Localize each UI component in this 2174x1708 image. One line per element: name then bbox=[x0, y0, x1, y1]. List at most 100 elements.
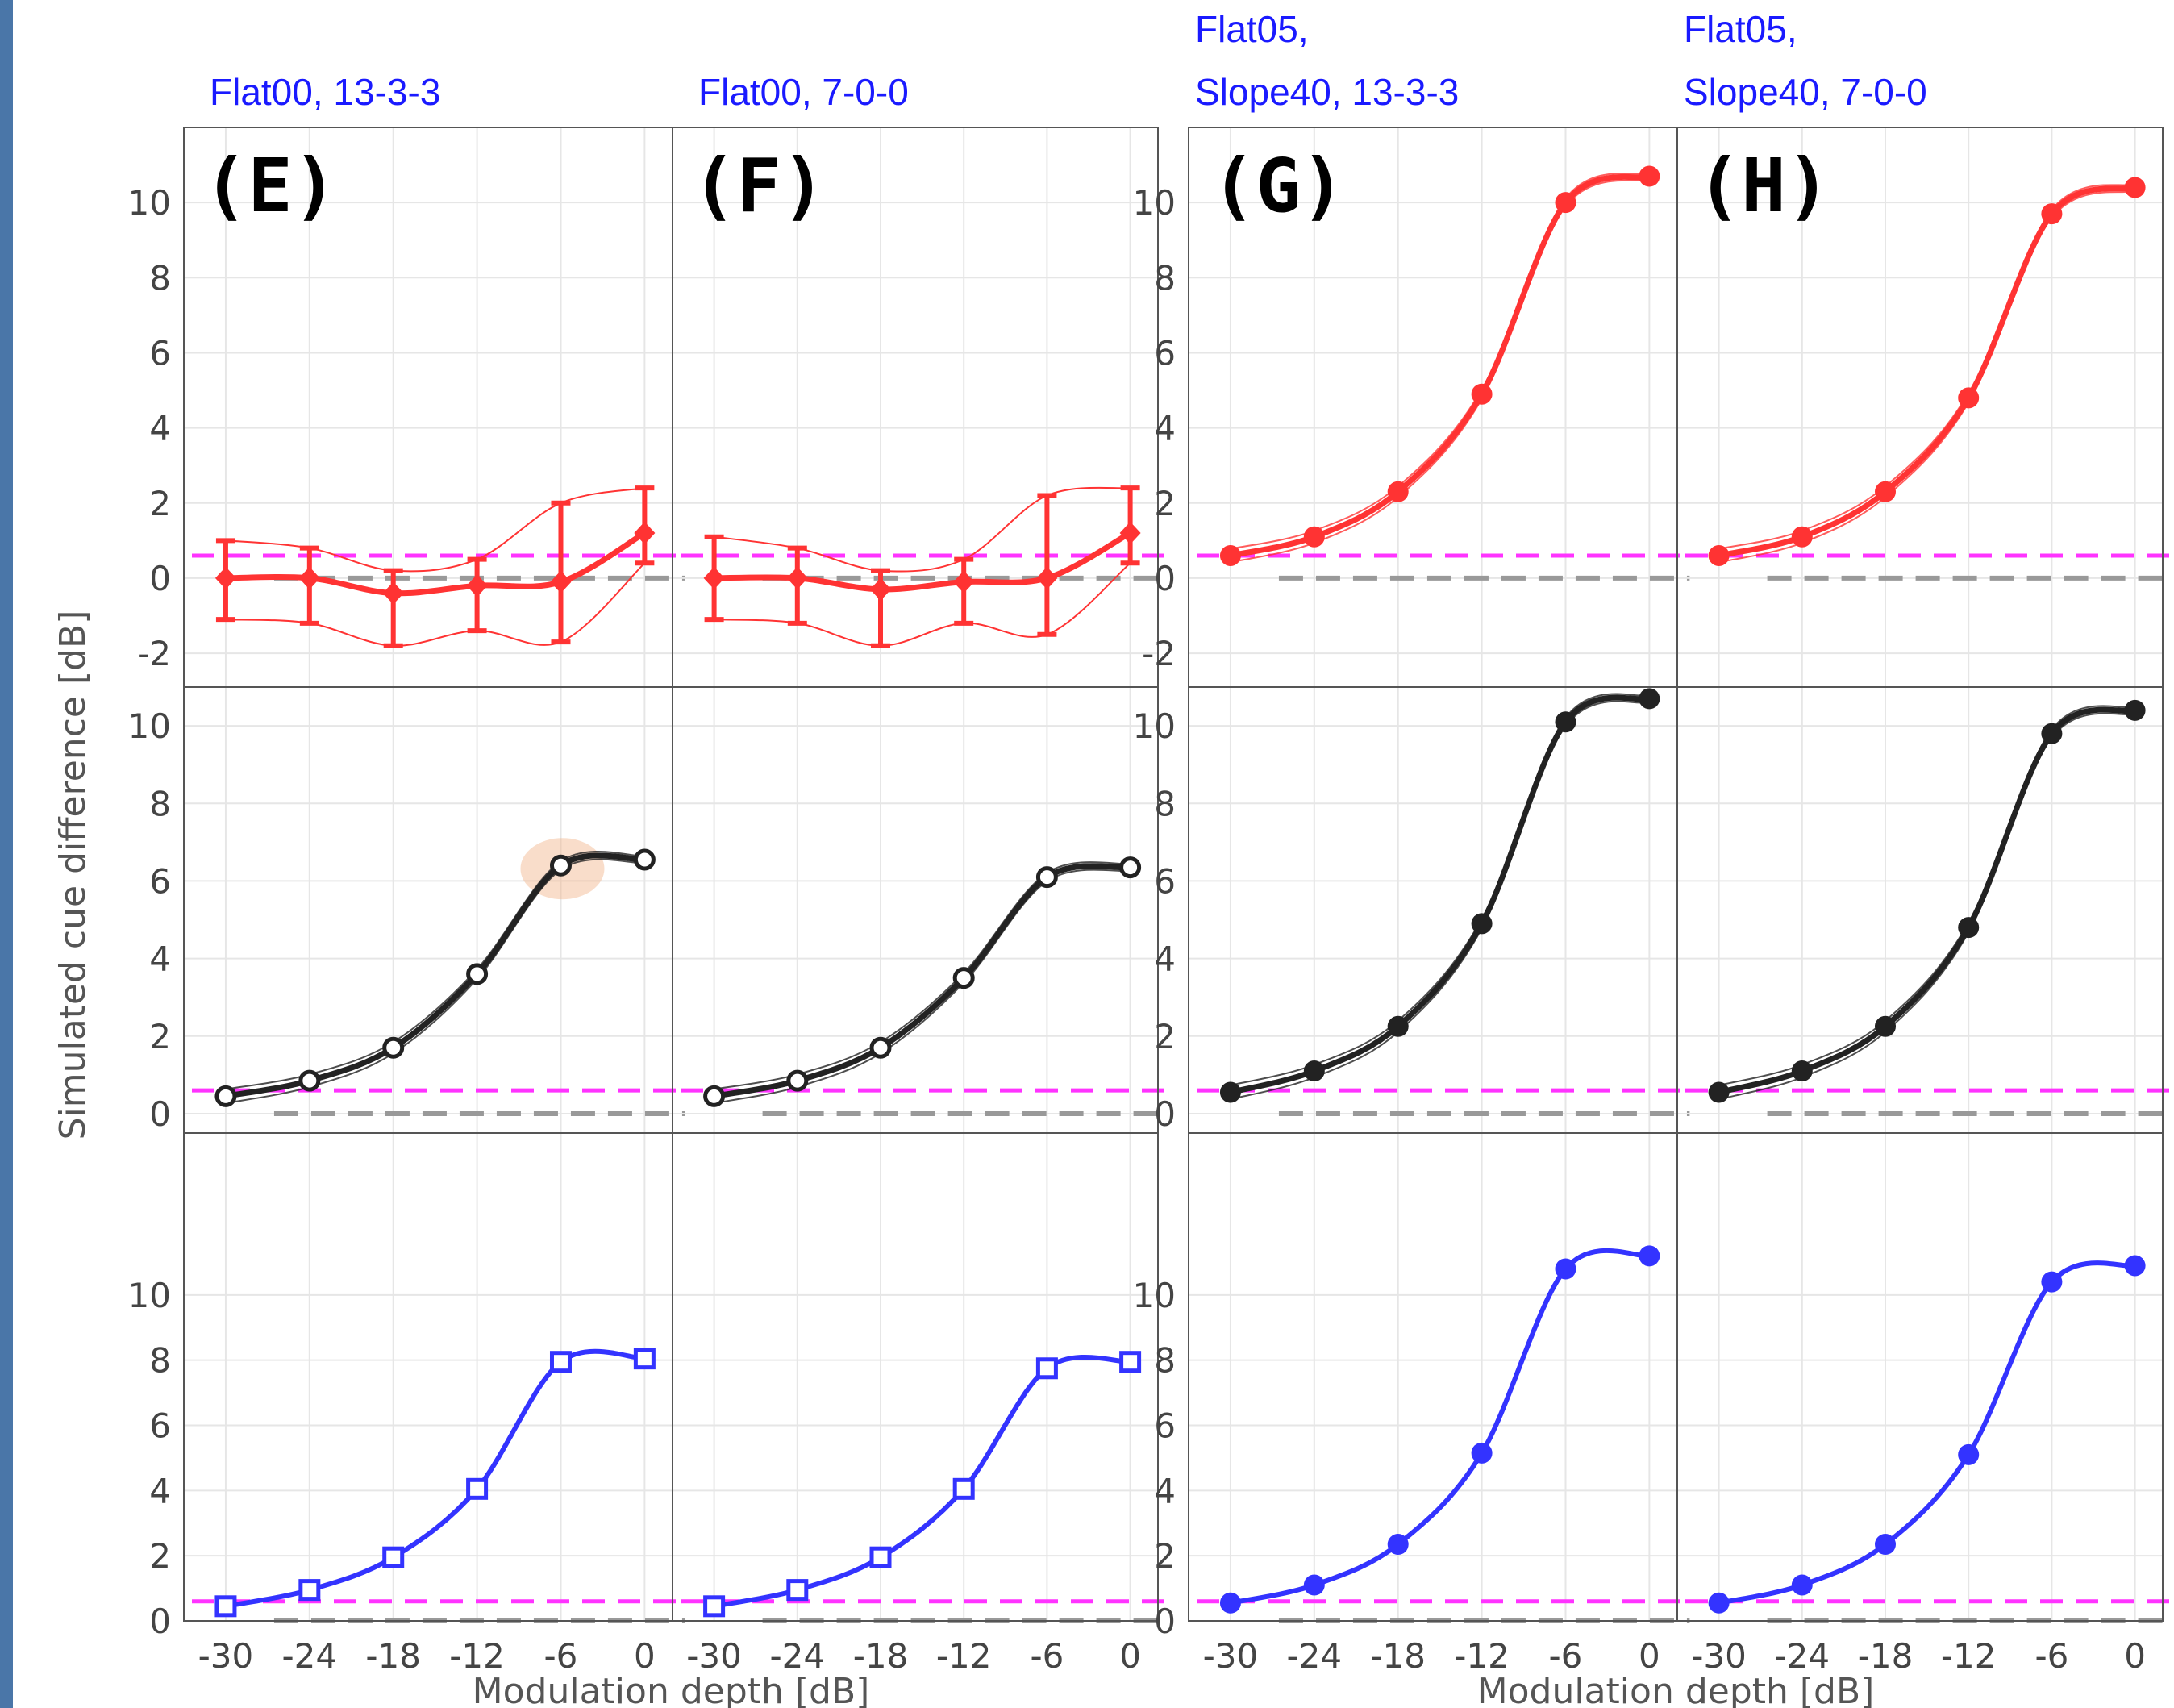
y-tick-label: 10 bbox=[1133, 706, 1176, 746]
y-tick-label: -2 bbox=[137, 634, 171, 673]
x-tick-label: -12 bbox=[1454, 1636, 1510, 1676]
y-tick-label: -2 bbox=[1142, 634, 1176, 673]
y-tick-label: 2 bbox=[149, 484, 171, 523]
data-point bbox=[952, 1477, 975, 1500]
data-point bbox=[1708, 1592, 1730, 1614]
y-tick-label: 4 bbox=[1154, 409, 1176, 448]
data-point bbox=[1387, 1015, 1409, 1037]
panel-label: (E) bbox=[203, 143, 337, 229]
x-tick-label: 0 bbox=[1119, 1636, 1141, 1676]
data-point bbox=[1219, 1081, 1241, 1103]
panel-black-2: 0 2 4 6 8 10 bbox=[1133, 686, 1690, 1134]
x-tick-label: 0 bbox=[1639, 1636, 1660, 1676]
data-point bbox=[1303, 526, 1325, 548]
x-tick-label: -30 bbox=[1691, 1636, 1747, 1676]
data-point bbox=[634, 522, 656, 545]
data-point bbox=[382, 1546, 405, 1568]
data-point bbox=[549, 854, 572, 877]
y-tick-label: 0 bbox=[1154, 1602, 1176, 1641]
y-tick-label: 6 bbox=[149, 861, 171, 901]
data-point bbox=[1471, 1442, 1493, 1464]
y-tick-label: 2 bbox=[149, 1017, 171, 1056]
y-tick-label: 6 bbox=[1154, 861, 1176, 901]
data-point bbox=[1036, 566, 1058, 589]
data-point bbox=[298, 1069, 321, 1092]
data-point bbox=[1119, 856, 1142, 879]
data-point bbox=[1875, 1015, 1896, 1037]
x-axis-label-left: Modulation depth [dB] bbox=[473, 1671, 870, 1708]
y-tick-label: 10 bbox=[1133, 1276, 1176, 1315]
panel-red-0: -2 0 2 4 6 8 10 bbox=[128, 127, 685, 688]
column-title: Flat05, bbox=[1684, 8, 1797, 50]
y-tick-label: 4 bbox=[1154, 939, 1176, 979]
data-point bbox=[869, 1036, 892, 1059]
panel-blue-0: 0 2 4 6 8 10 -30 -24 -18 -12 -6 0 bbox=[128, 1132, 685, 1676]
data-point bbox=[466, 1477, 489, 1500]
data-point bbox=[1303, 1574, 1325, 1596]
data-point bbox=[1958, 387, 1980, 409]
x-tick-label: -18 bbox=[365, 1636, 421, 1676]
data-point bbox=[953, 570, 975, 594]
data-point bbox=[2124, 1255, 2146, 1277]
data-point bbox=[549, 1351, 572, 1373]
panel-blue-2: 0 2 4 6 8 10 -30 -24 -18 -12 -6 0 bbox=[1133, 1132, 1690, 1676]
data-point bbox=[1555, 192, 1576, 214]
x-tick-label: -6 bbox=[1549, 1636, 1583, 1676]
x-tick-label: -30 bbox=[198, 1636, 254, 1676]
data-point bbox=[1791, 1574, 1813, 1596]
panel-red-2: -2 0 2 4 6 8 10 bbox=[1133, 127, 1690, 688]
panel-frame bbox=[672, 1132, 1159, 1622]
y-tick-label: 10 bbox=[128, 1276, 171, 1315]
data-point bbox=[1708, 1081, 1730, 1103]
y-tick-label: 4 bbox=[149, 1471, 171, 1510]
data-point bbox=[2041, 203, 2063, 225]
panel-black-1 bbox=[672, 686, 1171, 1134]
panel-red-1 bbox=[672, 127, 1171, 688]
data-point bbox=[466, 574, 488, 598]
y-tick-label: 8 bbox=[149, 258, 171, 298]
data-point bbox=[1875, 481, 1896, 502]
data-point bbox=[550, 570, 572, 594]
y-tick-label: 0 bbox=[149, 559, 171, 598]
panel-label: (G) bbox=[1211, 143, 1345, 229]
y-tick-label: 0 bbox=[1154, 1094, 1176, 1134]
data-point bbox=[786, 566, 808, 589]
y-tick-label: 10 bbox=[128, 706, 171, 746]
data-point bbox=[214, 566, 236, 589]
y-tick-label: 2 bbox=[149, 1536, 171, 1576]
data-point bbox=[870, 577, 891, 601]
data-point bbox=[1387, 481, 1409, 502]
panel-black-3 bbox=[1676, 686, 2174, 1134]
data-point bbox=[1387, 1534, 1409, 1556]
data-point bbox=[633, 1348, 656, 1370]
plot-grid: Flat00, 13-3-3-2024681002468100246810-30… bbox=[128, 8, 2174, 1676]
panel-red-3 bbox=[1676, 127, 2174, 688]
data-point bbox=[1119, 1351, 1142, 1373]
panel-frame bbox=[1676, 1132, 2164, 1622]
data-point bbox=[1791, 1060, 1813, 1082]
data-point bbox=[703, 1595, 726, 1618]
y-tick-label: 4 bbox=[1154, 1471, 1176, 1510]
x-tick-label: -24 bbox=[282, 1636, 338, 1676]
y-tick-label: 8 bbox=[1154, 258, 1176, 298]
x-tick-label: -12 bbox=[936, 1636, 992, 1676]
x-tick-label: -30 bbox=[686, 1636, 742, 1676]
data-point bbox=[382, 1036, 405, 1059]
y-tick-label: 0 bbox=[149, 1602, 171, 1641]
column-title: Slope40, 13-3-3 bbox=[1195, 71, 1459, 113]
data-point bbox=[1958, 1443, 1980, 1465]
data-point bbox=[214, 1595, 237, 1618]
y-tick-label: 8 bbox=[149, 1341, 171, 1381]
x-tick-label: -12 bbox=[449, 1636, 505, 1676]
x-tick-label: -24 bbox=[1287, 1636, 1343, 1676]
data-point bbox=[1639, 165, 1660, 187]
column-title: Flat00, 7-0-0 bbox=[698, 71, 909, 113]
y-tick-label: 6 bbox=[149, 1406, 171, 1446]
x-tick-label: -6 bbox=[544, 1636, 578, 1676]
column-title: Slope40, 7-0-0 bbox=[1684, 71, 1927, 113]
y-tick-label: 2 bbox=[1154, 1536, 1176, 1576]
data-point bbox=[1639, 688, 1660, 710]
x-tick-label: -24 bbox=[769, 1636, 825, 1676]
data-point bbox=[703, 566, 725, 589]
y-tick-label: 0 bbox=[149, 1094, 171, 1134]
